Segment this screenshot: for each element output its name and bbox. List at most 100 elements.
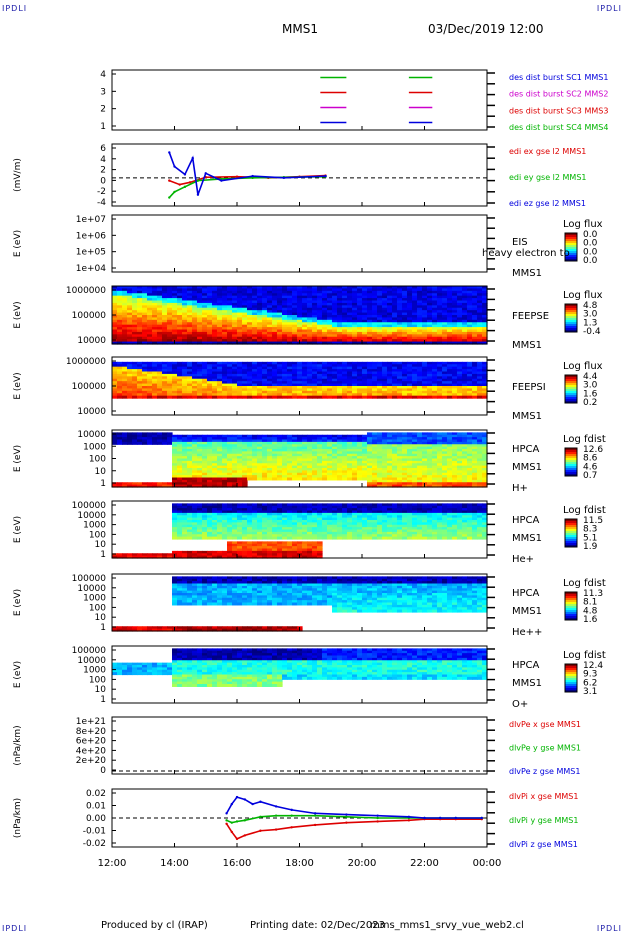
- colorbar-swatch: [565, 456, 577, 459]
- heatmap-cell: [257, 465, 263, 469]
- heatmap-cell: [352, 465, 358, 469]
- heatmap-cell: [262, 381, 268, 385]
- heatmap-cell: [442, 319, 448, 323]
- heatmap-cell: [152, 393, 158, 397]
- heatmap-cell: [187, 373, 193, 377]
- heatmap-cell: [152, 395, 158, 399]
- heatmap-cell: [397, 458, 403, 462]
- heatmap-cell: [322, 331, 328, 335]
- heatmap-cell: [192, 534, 198, 538]
- heatmap-cell: [167, 366, 173, 370]
- heatmap-cell: [252, 531, 258, 535]
- heatmap-cell: [182, 376, 188, 380]
- heatmap-cell: [482, 307, 488, 311]
- heatmap-cell: [192, 470, 198, 474]
- heatmap-cell: [477, 300, 483, 304]
- heatmap-cell: [287, 468, 293, 471]
- heatmap-cell: [227, 376, 233, 380]
- heatmap-cell: [177, 458, 183, 462]
- heatmap-cell: [472, 307, 478, 311]
- heatmap-cell: [452, 393, 458, 397]
- heatmap-cell: [237, 434, 243, 438]
- heatmap-cell: [477, 295, 483, 299]
- heatmap-cell: [427, 475, 433, 479]
- heatmap-cell: [147, 324, 153, 328]
- heatmap-cell: [112, 376, 118, 380]
- heatmap-cell: [422, 441, 428, 445]
- heatmap-cell: [127, 334, 133, 338]
- heatmap-cell: [247, 341, 253, 345]
- heatmap-cell: [227, 517, 233, 521]
- heatmap-cell: [112, 286, 118, 290]
- heatmap-cell: [342, 298, 348, 302]
- heatmap-cell: [317, 339, 323, 343]
- heatmap-cell: [307, 329, 313, 333]
- heatmap-cell: [247, 334, 253, 338]
- heatmap-cell: [262, 324, 268, 328]
- heatmap-cell: [472, 327, 478, 331]
- heatmap-cell: [272, 465, 278, 469]
- heatmap-cell: [272, 477, 278, 481]
- heatmap-cell: [187, 322, 193, 326]
- heatmap-cell: [212, 508, 218, 512]
- heatmap-cell: [222, 395, 228, 399]
- heatmap-cell: [227, 482, 233, 486]
- heatmap-cell: [272, 470, 278, 474]
- heatmap-cell: [217, 298, 223, 302]
- heatmap-cell: [472, 468, 478, 471]
- heatmap-cell: [447, 307, 453, 311]
- heatmap-cell: [202, 550, 208, 554]
- heatmap-cell: [212, 393, 218, 397]
- heatmap-cell: [352, 393, 358, 397]
- heatmap-cell: [182, 334, 188, 338]
- heatmap-cell: [182, 456, 188, 460]
- heatmap-cell: [412, 373, 418, 377]
- heatmap-cell: [187, 331, 193, 335]
- heatmap-cell: [457, 388, 463, 392]
- heatmap-cell: [312, 437, 318, 441]
- heatmap-cell: [222, 298, 228, 302]
- heatmap-cell: [192, 383, 198, 387]
- heatmap-cell: [187, 386, 193, 390]
- heatmap-cell: [407, 465, 413, 469]
- heatmap-cell: [237, 453, 243, 457]
- colorbar-swatch: [565, 320, 577, 323]
- heatmap-cell: [427, 383, 433, 387]
- heatmap-cell: [132, 336, 138, 340]
- heatmap-cell: [247, 460, 253, 464]
- heatmap-cell: [342, 293, 348, 297]
- heatmap-cell: [382, 369, 388, 373]
- heatmap-cell: [372, 395, 378, 399]
- heatmap-cell: [207, 475, 213, 479]
- heatmap-cell: [277, 449, 283, 452]
- heatmap-cell: [387, 373, 393, 377]
- heatmap-cell: [407, 371, 413, 375]
- heatmap-cell: [232, 293, 238, 297]
- heatmap-cell: [422, 319, 428, 323]
- heatmap-cell: [367, 390, 373, 394]
- heatmap-cell: [467, 298, 473, 302]
- heatmap-cell: [297, 475, 303, 479]
- heatmap-cell: [467, 460, 473, 464]
- heatmap-cell: [147, 327, 153, 331]
- colorbar-swatch: [565, 330, 577, 333]
- heatmap-cell: [472, 361, 478, 365]
- heatmap-cell: [242, 472, 248, 476]
- heatmap-cell: [232, 456, 238, 460]
- heatmap-cell: [207, 444, 213, 448]
- heatmap-cell: [367, 451, 373, 455]
- heatmap-cell: [177, 465, 183, 469]
- heatmap-cell: [407, 463, 413, 467]
- heatmap-cell: [277, 341, 283, 345]
- heatmap-cell: [352, 371, 358, 375]
- heatmap-cell: [327, 390, 333, 394]
- heatmap-cell: [322, 336, 328, 340]
- heatmap-cell: [347, 339, 353, 343]
- heatmap-cell: [232, 451, 238, 455]
- heatmap-cell: [252, 477, 258, 481]
- heatmap-cell: [462, 300, 468, 304]
- heatmap-cell: [242, 463, 248, 467]
- heatmap-cell: [457, 381, 463, 385]
- heatmap-cell: [317, 383, 323, 387]
- heatmap-cell: [162, 366, 168, 370]
